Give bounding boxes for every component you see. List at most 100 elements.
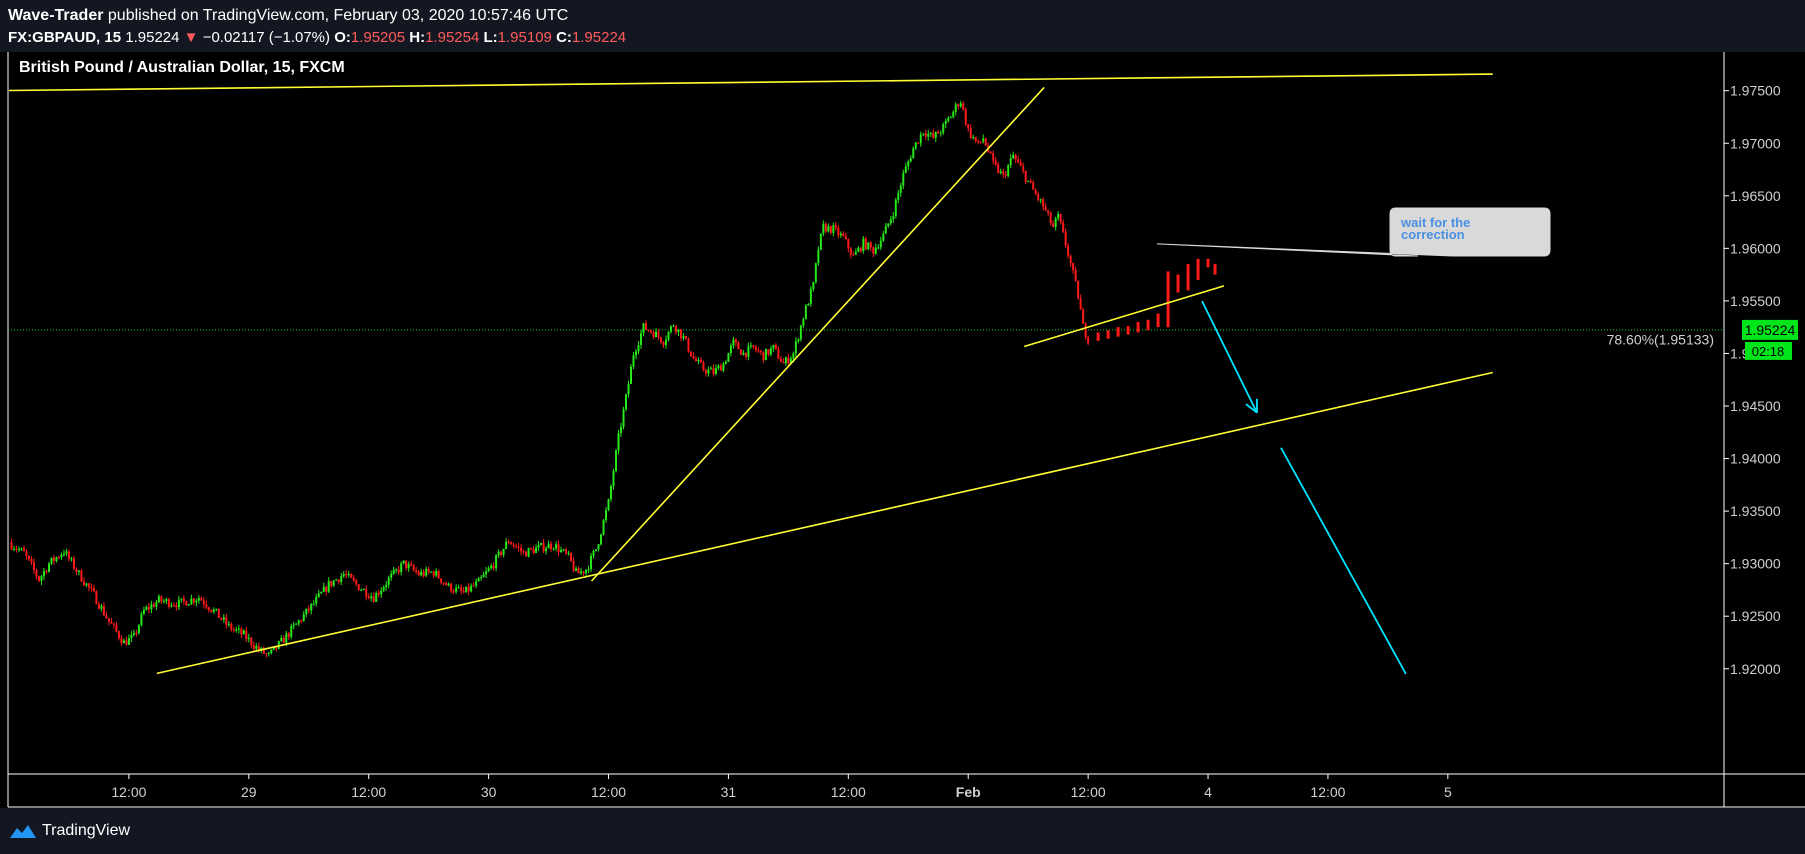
candle[interactable] xyxy=(497,551,500,556)
candle[interactable] xyxy=(1042,199,1045,207)
callout-annotation[interactable]: wait for the correction xyxy=(1157,207,1551,257)
candle[interactable] xyxy=(649,330,652,333)
candle[interactable] xyxy=(525,551,528,557)
candle[interactable] xyxy=(1027,180,1030,182)
candle[interactable] xyxy=(934,132,937,138)
candle[interactable] xyxy=(1029,180,1032,183)
trendline[interactable] xyxy=(1023,285,1225,348)
candle[interactable] xyxy=(280,637,283,642)
candle[interactable] xyxy=(727,353,730,362)
candle[interactable] xyxy=(847,238,850,249)
arrow-line[interactable] xyxy=(1280,447,1407,675)
candle[interactable] xyxy=(1007,165,1010,176)
candle[interactable] xyxy=(1072,263,1075,271)
projection-candle[interactable] xyxy=(1106,330,1110,339)
candle[interactable] xyxy=(330,581,333,586)
candle[interactable] xyxy=(417,572,420,576)
projection-candle[interactable] xyxy=(1196,258,1200,280)
candle[interactable] xyxy=(190,598,193,605)
candle[interactable] xyxy=(445,583,448,586)
candle[interactable] xyxy=(65,551,68,554)
candle[interactable] xyxy=(612,470,615,486)
candle[interactable] xyxy=(165,599,168,602)
candle[interactable] xyxy=(305,608,308,615)
trendline[interactable] xyxy=(590,86,1045,582)
candle[interactable] xyxy=(205,604,208,608)
candle[interactable] xyxy=(252,645,255,649)
candle[interactable] xyxy=(989,151,992,154)
candle[interactable] xyxy=(807,304,810,306)
candle[interactable] xyxy=(904,166,907,173)
candle[interactable] xyxy=(70,558,73,560)
candle[interactable] xyxy=(522,551,525,553)
candle[interactable] xyxy=(854,251,857,255)
candle[interactable] xyxy=(142,609,145,614)
candle[interactable] xyxy=(567,552,570,554)
candle[interactable] xyxy=(45,570,48,572)
candle[interactable] xyxy=(145,607,148,610)
candle[interactable] xyxy=(1034,189,1037,194)
arrow-line[interactable] xyxy=(1201,300,1258,414)
projection-candle[interactable] xyxy=(1213,264,1217,275)
candle[interactable] xyxy=(742,352,745,355)
candle[interactable] xyxy=(702,362,705,371)
candle[interactable] xyxy=(217,608,220,618)
candle[interactable] xyxy=(809,289,812,305)
candle[interactable] xyxy=(992,153,995,161)
projection-candle[interactable] xyxy=(1136,321,1140,333)
candle[interactable] xyxy=(917,142,920,144)
candle[interactable] xyxy=(482,574,485,578)
author-name[interactable]: Wave-Trader xyxy=(8,7,104,24)
candle[interactable] xyxy=(130,634,133,639)
candle[interactable] xyxy=(837,227,840,236)
candle[interactable] xyxy=(360,589,363,591)
candle[interactable] xyxy=(724,361,727,364)
candle[interactable] xyxy=(994,160,997,165)
candle[interactable] xyxy=(100,606,103,609)
candle[interactable] xyxy=(979,141,982,143)
candle[interactable] xyxy=(172,605,175,607)
candle[interactable] xyxy=(942,124,945,133)
candle[interactable] xyxy=(814,263,817,282)
candle[interactable] xyxy=(202,600,205,605)
candle[interactable] xyxy=(232,629,235,631)
candle[interactable] xyxy=(540,543,543,545)
candle[interactable] xyxy=(774,344,777,349)
candle[interactable] xyxy=(719,365,722,371)
candle[interactable] xyxy=(694,358,697,362)
price-chart[interactable]: British Pound / Australian Dollar, 15, F… xyxy=(0,52,1805,808)
candle[interactable] xyxy=(929,132,932,134)
candle[interactable] xyxy=(307,608,310,611)
candle[interactable] xyxy=(80,570,83,582)
candle[interactable] xyxy=(137,625,140,634)
candle[interactable] xyxy=(365,588,368,597)
candle[interactable] xyxy=(10,542,13,550)
candle[interactable] xyxy=(97,604,100,609)
candle[interactable] xyxy=(310,603,313,611)
candle[interactable] xyxy=(435,570,438,576)
candle[interactable] xyxy=(402,560,405,564)
candle[interactable] xyxy=(794,341,797,354)
candle[interactable] xyxy=(300,620,303,622)
candle[interactable] xyxy=(1047,210,1050,213)
candle[interactable] xyxy=(587,569,590,571)
candle[interactable] xyxy=(17,549,20,551)
candle[interactable] xyxy=(107,618,110,622)
candle[interactable] xyxy=(235,629,238,631)
candle[interactable] xyxy=(907,161,910,167)
candle[interactable] xyxy=(355,580,358,585)
candle[interactable] xyxy=(879,240,882,248)
projection-arrows[interactable] xyxy=(1201,300,1407,675)
candle[interactable] xyxy=(247,637,250,640)
candle[interactable] xyxy=(147,607,150,610)
candle[interactable] xyxy=(704,370,707,374)
candle[interactable] xyxy=(20,548,23,550)
candle[interactable] xyxy=(52,557,55,561)
candle[interactable] xyxy=(12,548,15,550)
candle[interactable] xyxy=(752,345,755,348)
candle[interactable] xyxy=(1052,223,1055,227)
candle[interactable] xyxy=(610,485,613,500)
candle[interactable] xyxy=(580,571,583,574)
candle[interactable] xyxy=(112,623,115,625)
candle[interactable] xyxy=(487,568,490,572)
